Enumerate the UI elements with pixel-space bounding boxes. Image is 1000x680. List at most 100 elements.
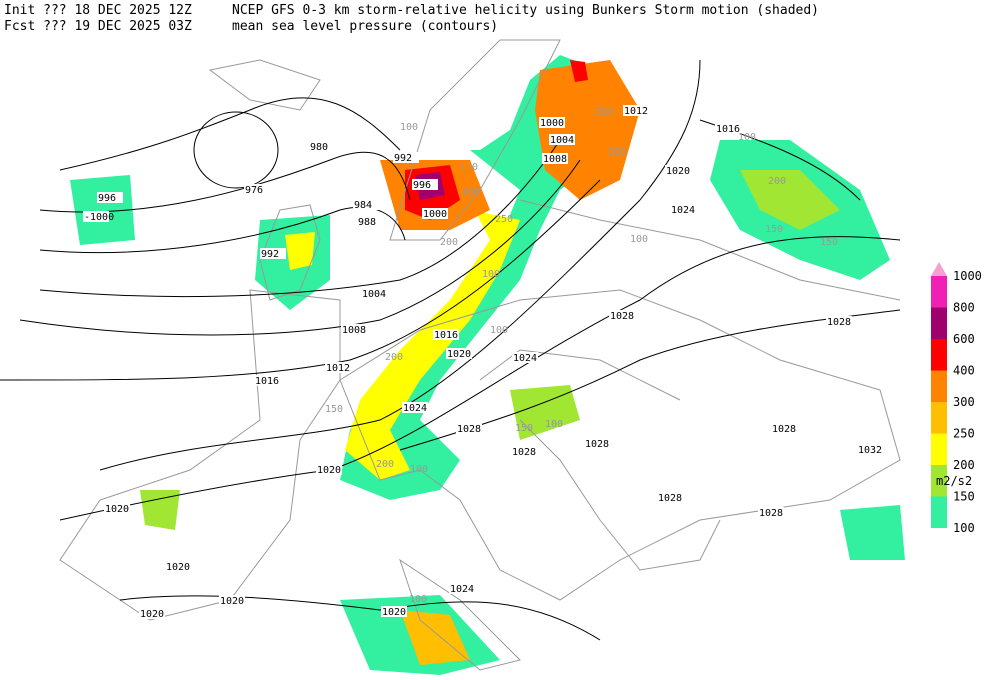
contour-label: 1020 xyxy=(220,596,244,607)
contour-label: 984 xyxy=(354,200,372,211)
label-bg xyxy=(609,310,635,321)
label-bg xyxy=(309,141,335,152)
contour-label: 980 xyxy=(310,142,328,153)
contour-label: 1000 xyxy=(540,118,564,129)
labels: 980 976 984 988 992 996 1000 996 -1000 992 1004 100… xyxy=(83,105,883,620)
helicity-label: 100 xyxy=(482,269,500,280)
isobar xyxy=(0,179,601,381)
legend-label: 300 xyxy=(953,395,975,409)
legend-label: 200 xyxy=(953,458,975,472)
label-bg xyxy=(381,606,407,617)
label-bg xyxy=(165,561,191,572)
contour-label: 1012 xyxy=(624,106,648,117)
legend-swatch xyxy=(931,339,947,371)
label-bg xyxy=(826,316,852,327)
contour-label: 1024 xyxy=(513,353,537,364)
coastline xyxy=(259,204,321,301)
isobar xyxy=(39,206,406,254)
helicity-label: 200 xyxy=(768,176,786,187)
contour-label: 1032 xyxy=(858,445,882,456)
label-bg xyxy=(449,583,475,594)
contour-label: -1000 xyxy=(84,212,114,223)
label-bg xyxy=(316,464,342,475)
contour-label: 1028 xyxy=(610,311,634,322)
fcst-line: Fcst ??? 19 DEC 2025 03Z xyxy=(4,19,192,34)
helicity-label: 150 xyxy=(765,224,783,235)
legend-label: 400 xyxy=(953,364,975,378)
label-bg xyxy=(325,362,351,373)
legend-label: 1000 xyxy=(953,269,982,283)
label-bg xyxy=(657,492,683,503)
contour-label: 996 xyxy=(413,180,431,191)
legend-arrow xyxy=(931,262,947,276)
contour-label: 1020 xyxy=(666,166,690,177)
contour-label: 1020 xyxy=(382,607,406,618)
shade-250 xyxy=(400,610,470,665)
coastline xyxy=(339,289,901,601)
label-bg xyxy=(260,248,286,259)
label-bg xyxy=(393,152,419,163)
shade-150 xyxy=(510,385,580,440)
helicity-label: 200 xyxy=(376,459,394,470)
contour-label: 976 xyxy=(245,185,263,196)
label-bg xyxy=(139,608,165,619)
helicity-label: 150 xyxy=(820,237,838,248)
legend-swatch xyxy=(931,307,947,339)
label-bg xyxy=(422,208,448,219)
isobar xyxy=(59,97,401,171)
label-bg xyxy=(97,192,123,203)
label-bg xyxy=(456,423,482,434)
isobar xyxy=(39,139,561,298)
contour-label: 1016 xyxy=(255,376,279,387)
contour-label: 1016 xyxy=(716,124,740,135)
legend-label: 150 xyxy=(953,490,975,504)
isobar xyxy=(99,59,701,471)
shade-100 xyxy=(840,505,905,560)
coastline xyxy=(519,419,721,571)
label-bg xyxy=(670,204,696,215)
isobar xyxy=(119,595,601,641)
label-bg xyxy=(542,153,568,164)
contour-label: 1028 xyxy=(585,439,609,450)
contour-label: 1028 xyxy=(772,424,796,435)
contour-label: 1020 xyxy=(140,609,164,620)
border xyxy=(479,349,681,401)
label-bg xyxy=(857,444,883,455)
helicity-label: 200 xyxy=(608,147,626,158)
legend: 1000 800 600 400 300 250 200 150 100 xyxy=(931,262,982,535)
label-bg xyxy=(584,438,610,449)
label-bg xyxy=(353,199,379,210)
contour-label: 1008 xyxy=(342,325,366,336)
coastline xyxy=(59,289,341,621)
helicity-label: 100 xyxy=(410,464,428,475)
shade-150 xyxy=(740,170,840,230)
legend-label: 100 xyxy=(953,521,975,535)
helicity-label: 100 xyxy=(490,325,508,336)
contour-label: 1028 xyxy=(827,317,851,328)
contour-label: 1028 xyxy=(759,508,783,519)
contour-label: 1028 xyxy=(658,493,682,504)
isobar xyxy=(59,236,901,521)
legend-label: 600 xyxy=(953,332,975,346)
legend-swatch xyxy=(931,276,947,308)
contour-label: 1016 xyxy=(434,330,458,341)
contour-label: 1024 xyxy=(671,205,695,216)
label-bg xyxy=(446,348,472,359)
subtitle: mean sea level pressure (contours) xyxy=(232,19,498,34)
border xyxy=(519,199,901,301)
shade-150 xyxy=(140,490,180,530)
coastlines xyxy=(59,39,901,671)
label-bg xyxy=(758,507,784,518)
contour-label: 1008 xyxy=(543,154,567,165)
shade-200 xyxy=(285,232,315,270)
label-bg xyxy=(623,105,649,116)
contour-label: 992 xyxy=(261,249,279,260)
label-bg xyxy=(771,423,797,434)
helicity-label: 100 xyxy=(409,594,427,605)
helicity-label: 100 xyxy=(545,419,563,430)
label-bg xyxy=(715,123,741,134)
label-bg xyxy=(244,184,270,195)
label-bg xyxy=(402,402,428,413)
isobar xyxy=(399,309,901,451)
